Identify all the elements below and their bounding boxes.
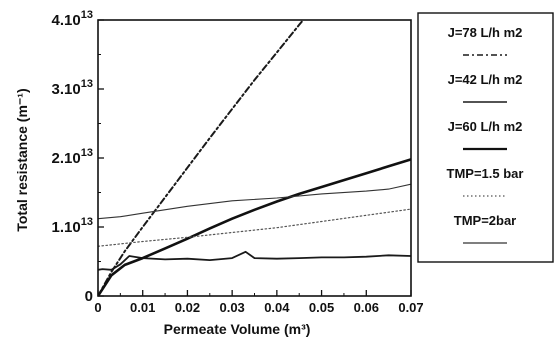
x-tick-label: 0.03 <box>219 300 244 315</box>
y-tick-label: 2.1013 <box>52 147 93 167</box>
series-line-4 <box>98 208 411 247</box>
series-line-5 <box>98 183 411 220</box>
x-axis-label: Permeate Volume (m³) <box>164 321 311 337</box>
axes <box>97 19 412 297</box>
series-line-3 <box>98 158 411 296</box>
legend-label-2: J=42 L/h m2 <box>448 72 523 87</box>
series-line-2 <box>98 250 411 271</box>
legend-label-1: J=78 L/h m2 <box>448 25 523 40</box>
y-tick-label: 4.1013 <box>52 9 93 29</box>
x-tick-label: 0.01 <box>130 300 155 315</box>
series-line-1 <box>98 20 305 296</box>
legend: J=78 L/h m2 J=42 L/h m2 J=60 L/h m2 TMP=1.5… <box>417 12 554 263</box>
x-tick-label: 0.02 <box>175 300 200 315</box>
x-tick-label: 0 <box>94 300 101 315</box>
x-tick-label: 0.06 <box>354 300 379 315</box>
legend-label-3: J=60 L/h m2 <box>448 119 523 134</box>
y-tick-label: 1.1013 <box>52 216 93 236</box>
x-tick-label: 0.04 <box>264 300 290 315</box>
y-axis-label: Total resistance (m⁻¹) <box>14 88 30 231</box>
legend-label-4: TMP=1.5 bar <box>447 166 524 181</box>
series-lines <box>98 20 411 296</box>
tick-labels: 0 0.01 0.02 0.03 0.04 0.05 0.06 0.07 0 1.1013 2.10… <box>52 9 424 315</box>
legend-box <box>417 12 554 263</box>
y-tick-label: 0 <box>85 288 93 305</box>
legend-label-5: TMP=2bar <box>454 213 517 228</box>
y-tick-label: 3.1013 <box>52 78 93 98</box>
plot-frame <box>97 19 412 297</box>
x-tick-label: 0.05 <box>309 300 334 315</box>
x-tick-label: 0.07 <box>398 300 423 315</box>
